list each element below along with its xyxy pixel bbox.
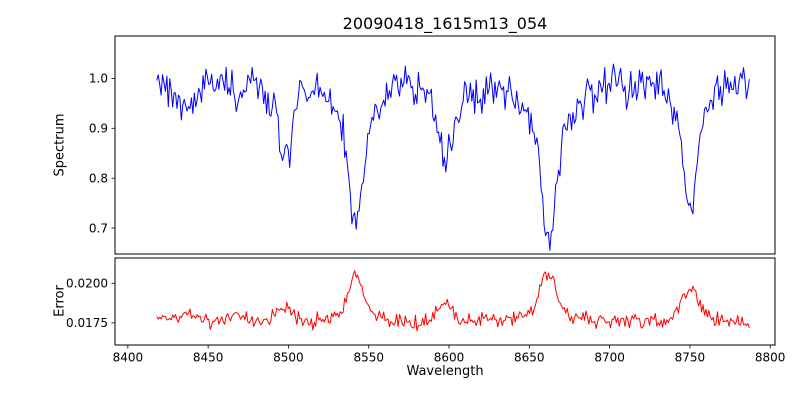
error-y-axis-label: Error [52, 285, 68, 317]
x-tick-label: 8750 [675, 351, 706, 365]
spectrum-y-tick-label: 0.9 [89, 121, 108, 135]
x-tick-label: 8700 [594, 351, 625, 365]
error-y-tick-label: 0.0175 [66, 316, 108, 330]
x-tick-label: 8800 [755, 351, 786, 365]
x-tick-label: 8650 [514, 351, 545, 365]
x-tick-label: 8500 [273, 351, 304, 365]
x-tick-label: 8550 [353, 351, 384, 365]
spectrum-y-tick-label: 0.7 [89, 221, 108, 235]
spectrum-y-tick-label: 0.8 [89, 171, 108, 185]
x-axis-label: Wavelength [406, 364, 484, 379]
error-y-tick-label: 0.0200 [66, 277, 108, 291]
spectrum-y-tick-label: 1.0 [89, 72, 108, 86]
x-tick-label: 8400 [113, 351, 144, 365]
spectrum-y-axis-label: Spectrum [52, 113, 68, 177]
chart-title: 20090418_1615m13_054 [342, 14, 548, 33]
x-tick-label: 8450 [193, 351, 224, 365]
x-tick-label: 8600 [434, 351, 465, 365]
